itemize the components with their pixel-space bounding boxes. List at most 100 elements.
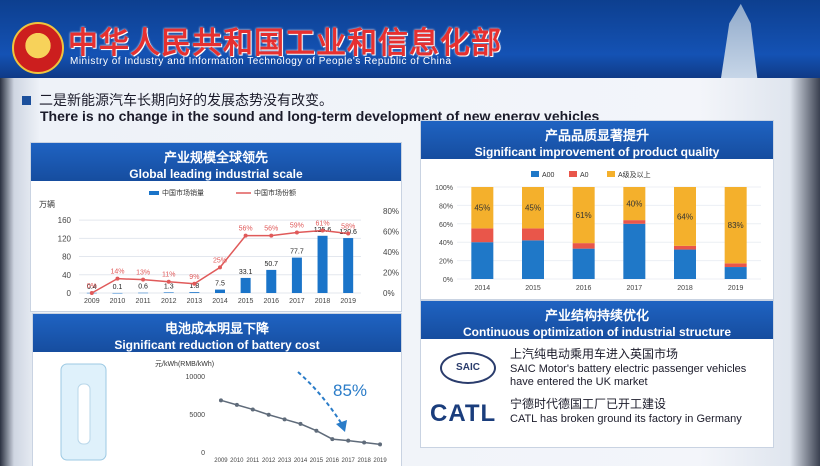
catl-news-cn: 宁德时代德国工厂已开工建设 bbox=[510, 397, 667, 411]
scale-xtick: 2015 bbox=[238, 298, 254, 305]
quality-bar-segment bbox=[572, 187, 595, 244]
share-point bbox=[346, 231, 351, 236]
share-point bbox=[269, 233, 274, 238]
quality-ytick: 80% bbox=[439, 203, 453, 210]
catl-news-en: CATL has broken ground its factory in Ge… bbox=[510, 413, 742, 425]
battery-point bbox=[282, 417, 287, 422]
share-point bbox=[294, 230, 299, 235]
scale-bar bbox=[266, 269, 277, 293]
scale-chart: 万辆 0 40 80 120 160 0% 20% 40% 60% 80% 中国市场销量 中国市场份额 0… bbox=[39, 188, 399, 305]
battery-reduction-label: 85% bbox=[333, 381, 367, 400]
share-point bbox=[320, 228, 325, 233]
share-label: 61% bbox=[316, 220, 330, 227]
saic-logo: SAIC bbox=[440, 352, 496, 384]
scale-bar-label: 1.3 bbox=[164, 283, 174, 290]
subtitle-cn: 二是新能源汽车长期向好的发展态势没有改变。 bbox=[22, 90, 333, 110]
battery-point bbox=[378, 442, 383, 447]
battery-ytick: 5000 bbox=[189, 412, 205, 419]
scale-xtick: 2016 bbox=[263, 298, 279, 305]
quality-xtick: 2016 bbox=[576, 285, 592, 292]
battery-xtick: 2013 bbox=[278, 458, 292, 464]
quality-bar-label: 45% bbox=[525, 204, 541, 213]
battery-arrow-head bbox=[336, 420, 347, 432]
scale-bar bbox=[112, 292, 123, 294]
quality-bar-segment bbox=[674, 187, 696, 246]
scale-xtick: 2012 bbox=[161, 298, 177, 305]
battery-point bbox=[362, 440, 367, 445]
scale-ytick: 160 bbox=[58, 216, 72, 225]
subtitle-cn-text: 二是新能源汽车长期向好的发展态势没有改变。 bbox=[39, 92, 333, 108]
quality-bar-segment bbox=[724, 187, 747, 264]
quality-bar-label: 64% bbox=[677, 212, 693, 221]
share-point bbox=[166, 279, 171, 284]
header-bar bbox=[0, 0, 820, 78]
quality-bar-segment bbox=[471, 187, 494, 229]
scale-bar bbox=[163, 292, 174, 293]
scale-ytick: 120 bbox=[58, 234, 72, 243]
scale-bar-label: 7.5 bbox=[215, 281, 225, 288]
panel-quality-title-cn: 产品品质显著提升 bbox=[544, 128, 649, 143]
quality-legend-swatch bbox=[569, 171, 577, 177]
scale-bar bbox=[343, 238, 354, 293]
battery-xtick: 2019 bbox=[373, 458, 387, 464]
share-label: 11% bbox=[162, 272, 176, 279]
legend-sales-label: 中国市场销量 bbox=[162, 188, 204, 197]
quality-xtick: 2014 bbox=[475, 285, 491, 292]
battery-point bbox=[266, 412, 271, 417]
scale-bar-label: 1.8 bbox=[189, 283, 199, 290]
battery-point bbox=[218, 398, 223, 403]
quality-xtick: 2018 bbox=[677, 285, 693, 292]
scale-bar bbox=[291, 257, 302, 293]
share-label: 13% bbox=[136, 270, 150, 277]
panel-scale-header: 产业规模全球领先 Global leading industrial scale bbox=[31, 143, 401, 181]
scale-ytick: 0 bbox=[67, 289, 72, 298]
panel-structure-header: 产业结构持续优化 Continuous optimization of indu… bbox=[421, 301, 773, 339]
scale-y2tick: 80% bbox=[383, 207, 399, 216]
saic-news-cn: 上汽纯电动乘用车进入英国市场 bbox=[510, 347, 679, 361]
scale-y2tick: 0% bbox=[383, 289, 395, 298]
battery-point bbox=[234, 402, 239, 407]
scale-xtick: 2010 bbox=[110, 298, 126, 305]
battery-chart: 元/kWh(RMB/kWh) 0 5000 10000 2009 2010 2011 2012… bbox=[60, 360, 387, 464]
panel-battery-title-en: Significant reduction of battery cost bbox=[114, 338, 320, 352]
scale-y2tick: 40% bbox=[383, 248, 399, 257]
battery-point bbox=[298, 421, 303, 426]
share-point bbox=[115, 276, 120, 281]
scale-y2tick: 20% bbox=[383, 269, 399, 278]
scale-bar bbox=[189, 292, 200, 293]
legend-sales-swatch bbox=[149, 191, 159, 195]
quality-bar-label: 45% bbox=[474, 204, 490, 213]
quality-legend-swatch bbox=[531, 171, 539, 177]
panel-quality: 产品品质显著提升 Significant improvement of prod… bbox=[420, 120, 774, 300]
quality-xtick: 2017 bbox=[627, 285, 643, 292]
scale-ytick: 40 bbox=[62, 271, 71, 280]
share-label: 14% bbox=[110, 269, 124, 276]
quality-bar-segment bbox=[674, 245, 696, 250]
quality-ytick: 100% bbox=[435, 185, 453, 192]
quality-bar-label: 61% bbox=[576, 211, 592, 220]
battery-xtick: 2009 bbox=[214, 458, 228, 464]
share-label: 58% bbox=[341, 224, 355, 231]
battery-xtick: 2011 bbox=[246, 458, 260, 464]
battery-ytick: 0 bbox=[201, 450, 205, 457]
quality-xtick: 2019 bbox=[728, 285, 744, 292]
panel-scale-title-cn: 产业规模全球领先 bbox=[163, 150, 268, 165]
bullet-icon bbox=[22, 96, 31, 105]
battery-xtick: 2018 bbox=[357, 458, 371, 464]
catl-news: 宁德时代德国工厂已开工建设 CATL has broken ground its… bbox=[510, 398, 765, 426]
panel-structure-title-cn: 产业结构持续优化 bbox=[544, 308, 649, 323]
battery-cell-icon bbox=[77, 383, 91, 445]
ministry-title-cn: 中华人民共和国工业和信息化部 bbox=[68, 27, 502, 60]
battery-xtick: 2010 bbox=[230, 458, 244, 464]
share-point bbox=[218, 265, 222, 270]
panel-quality-header: 产品品质显著提升 Significant improvement of prod… bbox=[421, 121, 773, 159]
quality-bar-segment bbox=[471, 242, 494, 279]
quality-bar-segment bbox=[522, 187, 544, 229]
quality-legend-label: A0 bbox=[580, 172, 589, 179]
quality-bar-segment bbox=[572, 248, 595, 279]
share-point bbox=[192, 281, 197, 286]
panel-scale-title-en: Global leading industrial scale bbox=[129, 167, 303, 181]
quality-bar-segment bbox=[522, 228, 544, 241]
share-label: 59% bbox=[290, 223, 304, 230]
